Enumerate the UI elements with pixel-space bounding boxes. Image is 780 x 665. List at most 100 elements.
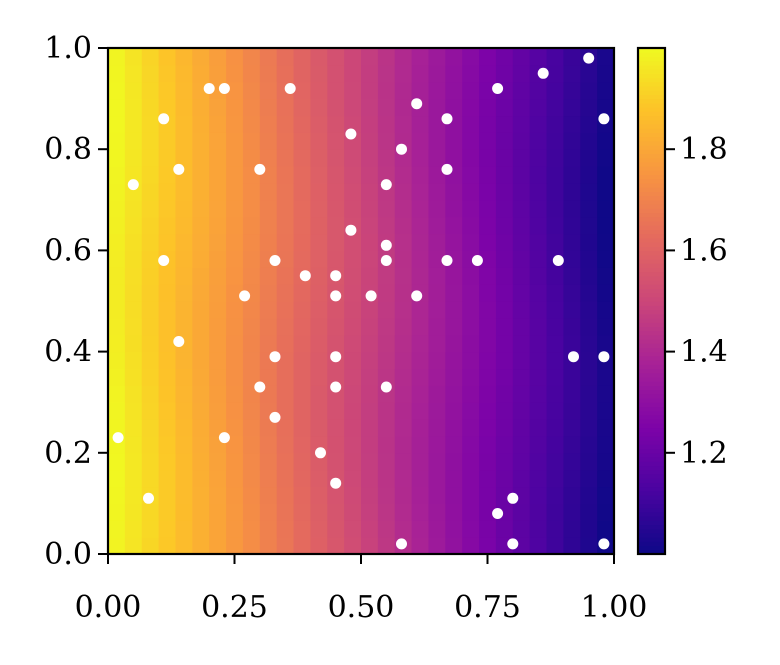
heatmap-cell bbox=[512, 452, 531, 471]
heatmap-cell bbox=[124, 48, 143, 66]
heatmap-cell bbox=[597, 199, 615, 218]
heatmap-cell bbox=[310, 334, 328, 353]
data-point bbox=[380, 381, 392, 393]
heatmap-cell bbox=[226, 115, 244, 133]
heatmap-cell bbox=[192, 402, 210, 420]
heatmap-cell bbox=[411, 317, 430, 336]
heatmap-cell bbox=[108, 351, 126, 370]
colorbar-strip bbox=[638, 419, 665, 424]
heatmap-cell bbox=[192, 149, 210, 167]
heatmap-cell bbox=[479, 486, 497, 504]
heatmap-cell bbox=[310, 149, 328, 167]
heatmap-cell bbox=[394, 199, 413, 218]
heatmap-cell bbox=[175, 419, 193, 437]
colorbar-strip bbox=[638, 537, 665, 542]
heatmap-cell bbox=[529, 199, 548, 218]
data-point bbox=[598, 538, 610, 550]
heatmap-cell bbox=[327, 64, 345, 83]
heatmap-cell bbox=[411, 452, 430, 471]
heatmap-cell bbox=[209, 182, 227, 201]
heatmap-cell bbox=[462, 435, 480, 454]
heatmap-cell bbox=[546, 385, 564, 403]
heatmap-cell bbox=[192, 64, 210, 83]
heatmap-cell bbox=[428, 98, 446, 117]
y-tick-label: 0.6 bbox=[44, 233, 92, 268]
heatmap-cell bbox=[209, 469, 227, 488]
heatmap-cell bbox=[479, 419, 497, 437]
heatmap-cell bbox=[479, 435, 497, 454]
heatmap-cell bbox=[293, 199, 311, 218]
heatmap-cell bbox=[192, 520, 210, 538]
heatmap-cell bbox=[242, 351, 261, 370]
heatmap-cell bbox=[124, 402, 143, 420]
heatmap-cell bbox=[462, 520, 480, 538]
data-point bbox=[239, 290, 251, 302]
heatmap-cell bbox=[479, 385, 497, 403]
heatmap-cell bbox=[141, 115, 160, 133]
heatmap-cell bbox=[175, 486, 193, 504]
colorbar-strip bbox=[638, 267, 665, 273]
heatmap-cell bbox=[141, 419, 160, 437]
heatmap-cell bbox=[479, 64, 497, 83]
data-point bbox=[598, 351, 610, 363]
heatmap-cell bbox=[108, 166, 126, 184]
heatmap-cell bbox=[158, 503, 177, 521]
heatmap-cell bbox=[327, 486, 345, 504]
heatmap-cell bbox=[495, 149, 514, 167]
heatmap-cell bbox=[226, 64, 244, 83]
heatmap-cell bbox=[192, 48, 210, 66]
heatmap-cell bbox=[209, 233, 227, 251]
heatmap-cell bbox=[108, 520, 126, 538]
heatmap-cell bbox=[361, 385, 379, 403]
colorbar-tick-label: 1.8 bbox=[680, 132, 728, 167]
heatmap-cell bbox=[361, 301, 379, 319]
heatmap-cell bbox=[276, 132, 295, 150]
heatmap-cell bbox=[361, 402, 379, 420]
heatmap-cell bbox=[158, 317, 177, 336]
heatmap-cell bbox=[293, 469, 311, 488]
heatmap-cell bbox=[462, 537, 480, 555]
heatmap-cell bbox=[377, 267, 396, 285]
colorbar-strip bbox=[638, 364, 665, 370]
heatmap-cell bbox=[293, 81, 311, 100]
heatmap-cell bbox=[158, 469, 177, 488]
heatmap-cell bbox=[546, 233, 564, 251]
heatmap-cell bbox=[192, 419, 210, 437]
data-point bbox=[254, 163, 266, 175]
heatmap-cell bbox=[597, 452, 615, 471]
heatmap-cell bbox=[394, 216, 413, 235]
heatmap-cell bbox=[361, 520, 379, 538]
heatmap-cell bbox=[209, 368, 227, 386]
heatmap-cell bbox=[158, 199, 177, 218]
heatmap-cell bbox=[546, 149, 564, 167]
heatmap-cell bbox=[563, 402, 581, 420]
heatmap-cell bbox=[124, 199, 143, 218]
data-point bbox=[218, 432, 230, 444]
heatmap-cell bbox=[580, 98, 598, 117]
heatmap-cell bbox=[563, 250, 581, 268]
heatmap-cell bbox=[361, 98, 379, 117]
heatmap-cell bbox=[361, 182, 379, 201]
heatmap-cell bbox=[428, 132, 446, 150]
heatmap-cell bbox=[141, 132, 160, 150]
heatmap-cell bbox=[124, 537, 143, 555]
heatmap-cell bbox=[175, 469, 193, 488]
heatmap-cell bbox=[597, 149, 615, 167]
heatmap-cell bbox=[242, 132, 261, 150]
heatmap-cell bbox=[259, 216, 278, 235]
heatmap-cell bbox=[242, 486, 261, 504]
heatmap-cell bbox=[141, 503, 160, 521]
colorbar-strip bbox=[638, 195, 665, 201]
colorbar-strip bbox=[638, 372, 665, 378]
heatmap-cell bbox=[175, 48, 193, 66]
heatmap-cell bbox=[377, 284, 396, 302]
heatmap-cell bbox=[462, 503, 480, 521]
heatmap-cell bbox=[428, 149, 446, 167]
heatmap-cell bbox=[580, 284, 598, 302]
heatmap-cell bbox=[462, 81, 480, 100]
data-point bbox=[365, 290, 377, 302]
heatmap-cell bbox=[158, 182, 177, 201]
heatmap-cell bbox=[529, 317, 548, 336]
heatmap-cell bbox=[445, 64, 463, 83]
heatmap-cell bbox=[495, 115, 514, 133]
